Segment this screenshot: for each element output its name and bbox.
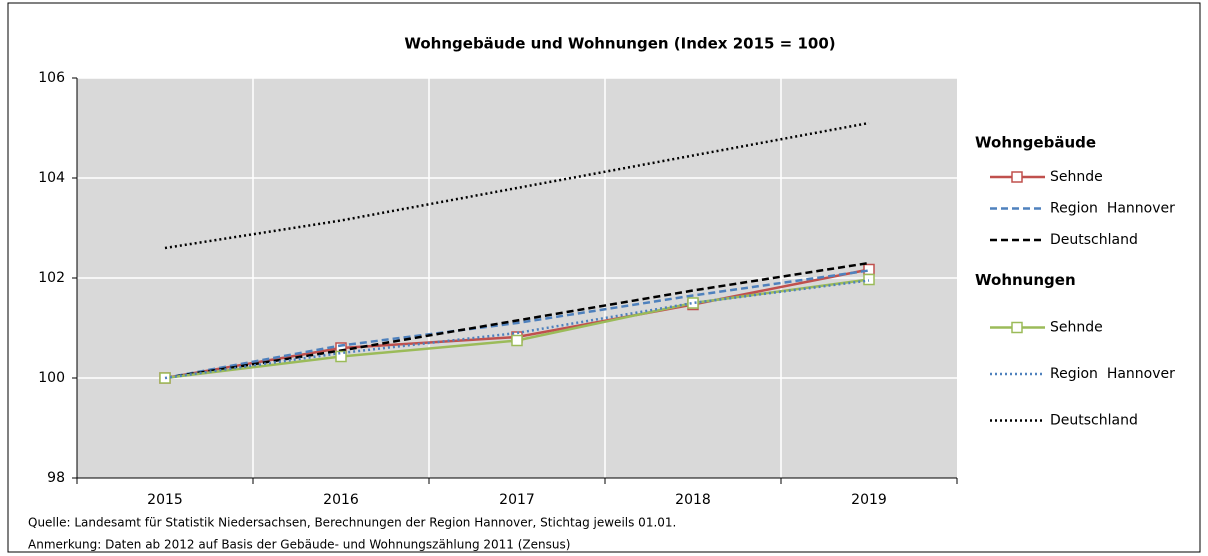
- point-marker: [863, 263, 875, 276]
- chart-title: Wohngebäude und Wohnungen (Index 2015 = …: [404, 35, 835, 53]
- legend-marker: [1011, 321, 1023, 334]
- legend-group-title: Wohngebäude: [975, 134, 1096, 152]
- legend-label: Sehnde: [1050, 169, 1103, 185]
- point-marker: [687, 297, 699, 309]
- note: Anmerkung: Daten ab 2012 auf Basis der G…: [28, 538, 570, 552]
- point-marker: [863, 273, 875, 286]
- legend-label: Deutschland: [1050, 413, 1138, 429]
- x-tick-label: 2018: [675, 492, 711, 508]
- x-tick-label: 2017: [499, 492, 535, 508]
- x-tick-label: 2016: [323, 492, 359, 508]
- legend-group-title: Wohnungen: [975, 271, 1076, 289]
- series-line: [164, 121, 870, 250]
- y-tick-label: 98: [47, 470, 65, 486]
- y-tick-label: 106: [38, 70, 65, 86]
- series-line: [164, 269, 870, 380]
- y-tick-label: 104: [38, 170, 65, 186]
- legend-label: Region Hannover: [1050, 366, 1175, 382]
- y-tick-label: 100: [38, 370, 65, 386]
- legend-label: Region Hannover: [1050, 201, 1175, 217]
- point-marker: [335, 350, 347, 363]
- point-marker: [511, 334, 523, 347]
- y-tick-label: 102: [38, 270, 65, 286]
- source: Quelle: Landesamt für Statistik Niedersa…: [28, 516, 676, 530]
- legend-label: Sehnde: [1050, 320, 1103, 336]
- legend-marker: [1011, 171, 1023, 183]
- series-line: [164, 261, 870, 380]
- x-tick-label: 2019: [851, 492, 887, 508]
- legend-label: Deutschland: [1050, 232, 1138, 248]
- x-tick-label: 2015: [147, 492, 183, 508]
